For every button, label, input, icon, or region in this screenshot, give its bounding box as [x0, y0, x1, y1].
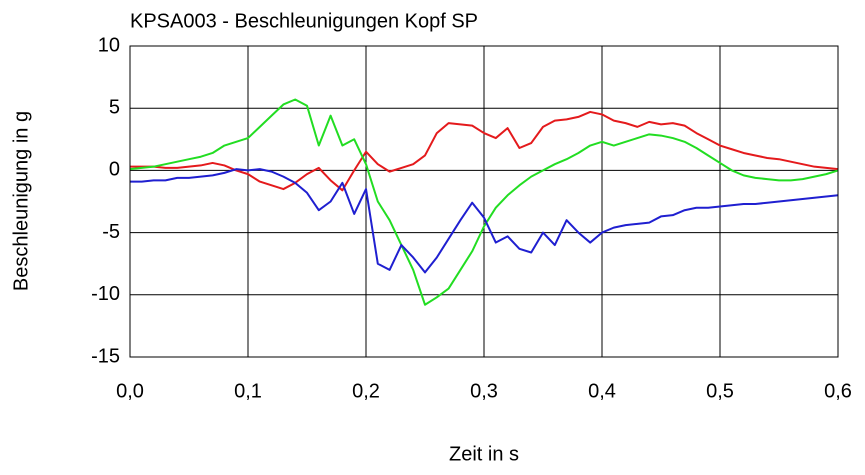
x-tick-label: 0,3 — [470, 380, 498, 402]
x-tick-label: 0,4 — [588, 380, 616, 402]
y-tick-label: -10 — [91, 283, 120, 305]
x-tick-label: 0,1 — [234, 380, 262, 402]
y-tick-label: -5 — [102, 221, 120, 243]
y-axis-label: Beschleunigung in g — [10, 111, 32, 291]
y-tick-label: 10 — [98, 34, 120, 56]
x-tick-label: 0,5 — [706, 380, 734, 402]
x-tick-label: 0,0 — [116, 380, 144, 402]
plot-frame — [129, 45, 839, 358]
series-line — [129, 98, 839, 306]
series-line — [130, 168, 839, 274]
x-axis-label: Zeit in s — [449, 443, 519, 465]
y-tick-label: 0 — [109, 159, 120, 181]
series-line — [130, 110, 839, 192]
y-tick-label: 5 — [109, 96, 120, 118]
x-tick-label: 0,2 — [352, 380, 380, 402]
x-tick-label: 0,6 — [824, 380, 852, 402]
chart-title: KPSA003 - Beschleunigungen Kopf SP — [130, 10, 478, 32]
y-tick-label: -15 — [91, 345, 120, 367]
